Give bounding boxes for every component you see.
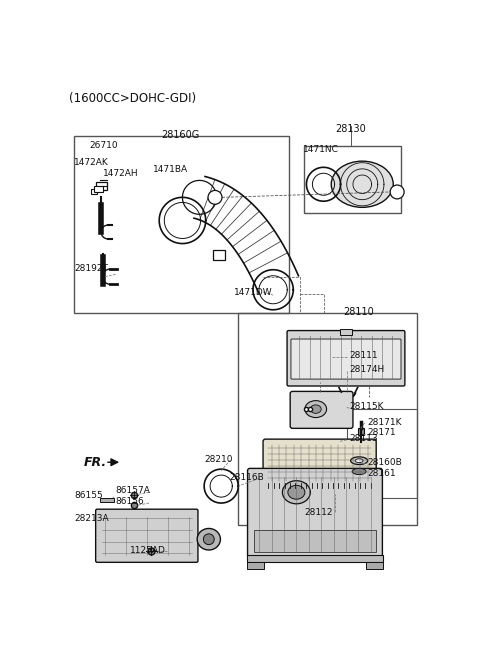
Text: 28160G: 28160G [161, 131, 199, 140]
FancyBboxPatch shape [263, 439, 376, 486]
Ellipse shape [350, 457, 368, 465]
Ellipse shape [197, 528, 220, 550]
Text: FR.: FR. [83, 456, 107, 469]
Ellipse shape [204, 534, 214, 545]
Text: 1125AD: 1125AD [130, 546, 166, 555]
Ellipse shape [311, 405, 321, 413]
Ellipse shape [355, 459, 363, 463]
Text: 86156: 86156 [116, 497, 144, 506]
Text: 28210: 28210 [204, 454, 233, 463]
Text: 28161: 28161 [368, 469, 396, 478]
Bar [304, 146, 401, 213]
Text: 86155: 86155 [74, 491, 103, 500]
Text: 28116B: 28116B [229, 473, 264, 482]
Text: 28115K: 28115K [349, 402, 384, 411]
Text: 28213A: 28213A [74, 514, 108, 523]
Bar [340, 329, 352, 335]
Circle shape [208, 190, 222, 204]
Text: 1472AK: 1472AK [74, 158, 108, 167]
Bar [358, 428, 364, 434]
Text: 1472AH: 1472AH [103, 169, 138, 178]
Bar [347, 409, 417, 498]
Text: 28192T: 28192T [74, 265, 108, 274]
Text: 28130: 28130 [335, 124, 366, 134]
Bar [94, 186, 103, 192]
Text: 28113: 28113 [349, 434, 378, 443]
Text: 1471NC: 1471NC [303, 145, 339, 154]
Text: A: A [212, 193, 218, 202]
Bar [238, 313, 417, 525]
Bar [247, 562, 264, 569]
Ellipse shape [331, 161, 393, 207]
FancyBboxPatch shape [287, 331, 405, 386]
FancyBboxPatch shape [254, 530, 376, 552]
Ellipse shape [288, 486, 305, 499]
Text: 28174H: 28174H [349, 365, 384, 374]
Text: 28111: 28111 [349, 351, 378, 359]
Bar [100, 498, 114, 502]
Ellipse shape [305, 400, 326, 417]
FancyBboxPatch shape [96, 509, 198, 562]
Text: (1600CC>DOHC-GDI): (1600CC>DOHC-GDI) [69, 92, 196, 105]
Text: 28112: 28112 [304, 508, 333, 517]
Bar [96, 182, 107, 190]
Text: 28110: 28110 [343, 307, 374, 317]
Bar [366, 562, 383, 569]
Bar [213, 250, 225, 260]
Text: 28171: 28171 [368, 428, 396, 437]
Bar [247, 555, 383, 562]
Text: 28160B: 28160B [368, 458, 402, 467]
Ellipse shape [282, 481, 311, 504]
Text: A: A [394, 187, 400, 196]
Text: 28171K: 28171K [368, 418, 402, 426]
Text: 1471BA: 1471BA [153, 165, 188, 174]
FancyBboxPatch shape [291, 339, 401, 379]
Text: 1471DW: 1471DW [234, 287, 272, 296]
Ellipse shape [352, 469, 366, 474]
FancyBboxPatch shape [248, 469, 383, 558]
Text: 26710: 26710 [89, 141, 118, 150]
Bar [74, 136, 288, 313]
Bar [91, 189, 97, 194]
FancyBboxPatch shape [290, 391, 353, 428]
Circle shape [390, 185, 404, 199]
Text: 86157A: 86157A [116, 486, 151, 495]
